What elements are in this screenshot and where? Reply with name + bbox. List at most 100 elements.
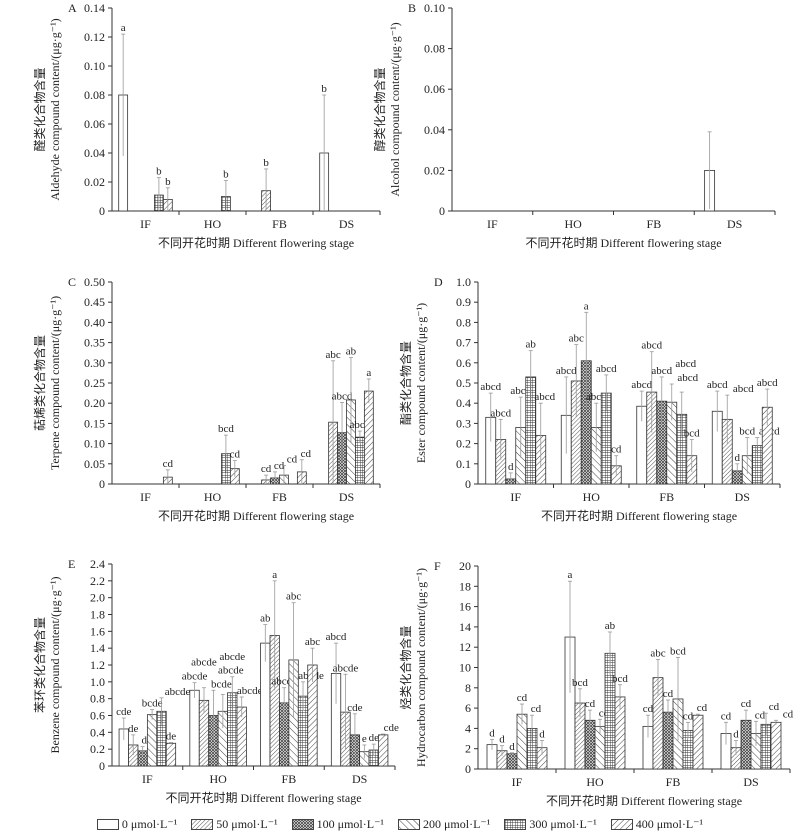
y-tick-label: 0.10 [424,1,445,15]
y-axis-label: Aldehyde compound content/(μg·g⁻¹) [48,18,62,200]
bar [378,734,389,767]
legend-label: 100 μmol·L⁻¹ [316,817,384,831]
y-tick-label: 0.05 [84,457,105,471]
significance-letter: ab [346,346,357,358]
significance-letter: b [321,83,327,95]
legend-label: 400 μmol·L⁻¹ [635,817,704,831]
x-axis-label: 不同开花时期 Different flowering stage [165,790,361,805]
y-tick-label: 0 [99,759,105,773]
significance-letter: bcde [211,678,232,690]
x-tick-label: IF [512,775,523,789]
legend-item: 400 μmol·L⁻¹ [610,817,704,831]
significance-letter: cd [783,708,794,720]
significance-letter: a [568,569,573,581]
bar [506,753,518,770]
panel-b: B 0 0.02 0.04 0.06 0.08 0.10 醇类化合物含量 Alcohol com… [372,1,776,250]
legend-item: 50 μmol·L⁻¹ [191,817,278,831]
y-tick-label: 12 [459,640,471,654]
x-tick-label: HO [586,775,604,789]
panel-f: F 0 2 4 6 8 10 12 14 16 18 20 烃类化合物含量 Hydrocarbon com… [398,559,794,808]
y-tick-label: 0 [99,477,105,491]
y-tick-label: 6 [465,701,471,715]
y-axis-label: Ester compound content/(μg·g⁻¹) [414,303,428,463]
bar [355,436,365,485]
significance-letter: d [509,741,515,753]
y-tick-label: 0.1 [456,457,471,471]
y-tick-label: 0.6 [456,356,471,370]
significance-letter: abc [286,591,301,603]
x-tick-label: DS [727,217,742,231]
significance-letter: b [156,166,162,178]
panel-label: B [408,1,416,15]
y-tick-label: 20 [459,559,471,573]
significance-letter: ab [605,620,616,632]
panel-c: C 0 0.05 0.10 0.15 0.20 0.25 0.30 0.35 0.40 0.45 0.… [32,275,381,523]
y-axis-label-cn: 萜烯类化合物含量 [32,335,47,431]
significance-letter: cde [116,706,131,718]
y-tick-label: 0.5 [456,376,471,390]
y-tick-label: 0.50 [84,275,105,289]
y-tick-label: 18 [459,579,471,593]
y-tick-label: 0.10 [84,59,105,73]
significance-letter: abcd [651,365,672,377]
significance-letter: cd [697,702,708,714]
panel-label: A [68,1,77,15]
significance-letter: cd [585,698,596,710]
x-tick-label: DS [339,217,354,231]
y-tick-label: 8 [465,681,471,695]
significance-letter: cde [384,722,399,734]
significance-letter: abcde [165,686,191,698]
x-tick-label: FB [647,217,662,231]
significance-letter: de [369,732,380,744]
significance-letter: abcd [556,365,577,377]
significance-letter: abcd [631,379,652,391]
x-axis-label: 不同开花时期 Different flowering stage [158,235,354,250]
significance-letter: cd [287,453,298,465]
significance-letter: bcde [142,698,163,710]
legend-swatch [398,818,420,830]
y-tick-label: 0.6 [90,709,105,723]
significance-letter: cd [274,460,285,472]
significance-letter: abcd [641,340,662,352]
x-tick-label: DS [339,490,354,504]
panel-label: C [68,275,76,289]
y-tick-label: 0.9 [456,295,471,309]
significance-letter: abcd [675,358,696,370]
y-tick-label: 2.4 [90,557,105,571]
panel-d: D 0 0.1 0.2 0.3 0.4 0.5 0.6 0.7 0.8 0.9 1.0 酯类化合物含量 E… [398,275,781,523]
y-axis-label-cn: 烃类化合物含量 [398,625,413,709]
significance-letter: abcd [707,379,728,391]
significance-letter: bcd [739,426,755,438]
x-tick-label: DS [352,772,367,786]
panel-e: E 0 0.2 0.4 0.6 0.8 1.0 1.2 1.4 1.6 1.8 2.0 2.2 2.4 苯环… [32,557,399,805]
significance-letter: de [166,730,177,742]
x-tick-label: HO [209,772,227,786]
y-tick-label: 0 [465,477,471,491]
significance-letter: cd [230,449,241,461]
y-axis-label-cn: 醛类化合物含量 [32,67,47,151]
significance-letter: ab [260,613,271,625]
y-tick-label: 0.45 [84,295,105,309]
y-tick-label: 0.35 [84,336,105,350]
x-tick-label: FB [282,772,297,786]
legend-item: 300 μmol·L⁻¹ [504,817,597,831]
y-tick-label: 0 [439,204,445,218]
y-tick-label: 0.02 [84,175,105,189]
y-tick-label: 0.04 [84,146,105,160]
y-axis-label: Benzene compound content/(μg·g⁻¹) [48,577,62,754]
x-tick-label: IF [140,490,151,504]
x-axis-label: 不同开花时期 Different flowering stage [525,235,721,250]
significance-letter: e [362,733,367,745]
panel-label: D [434,275,443,289]
y-tick-label: 16 [459,600,471,614]
y-tick-label: 2.2 [90,574,105,588]
legend-swatch [610,818,633,830]
y-tick-label: 1.0 [456,275,471,289]
panel-label: E [68,557,75,571]
significance-letter: bcd [572,677,588,689]
significance-letter: abc [305,636,320,648]
legend-label: 300 μmol·L⁻¹ [529,817,597,831]
significance-letter: cd [643,703,654,715]
significance-letter: abcd [534,391,555,403]
bar [189,689,200,767]
